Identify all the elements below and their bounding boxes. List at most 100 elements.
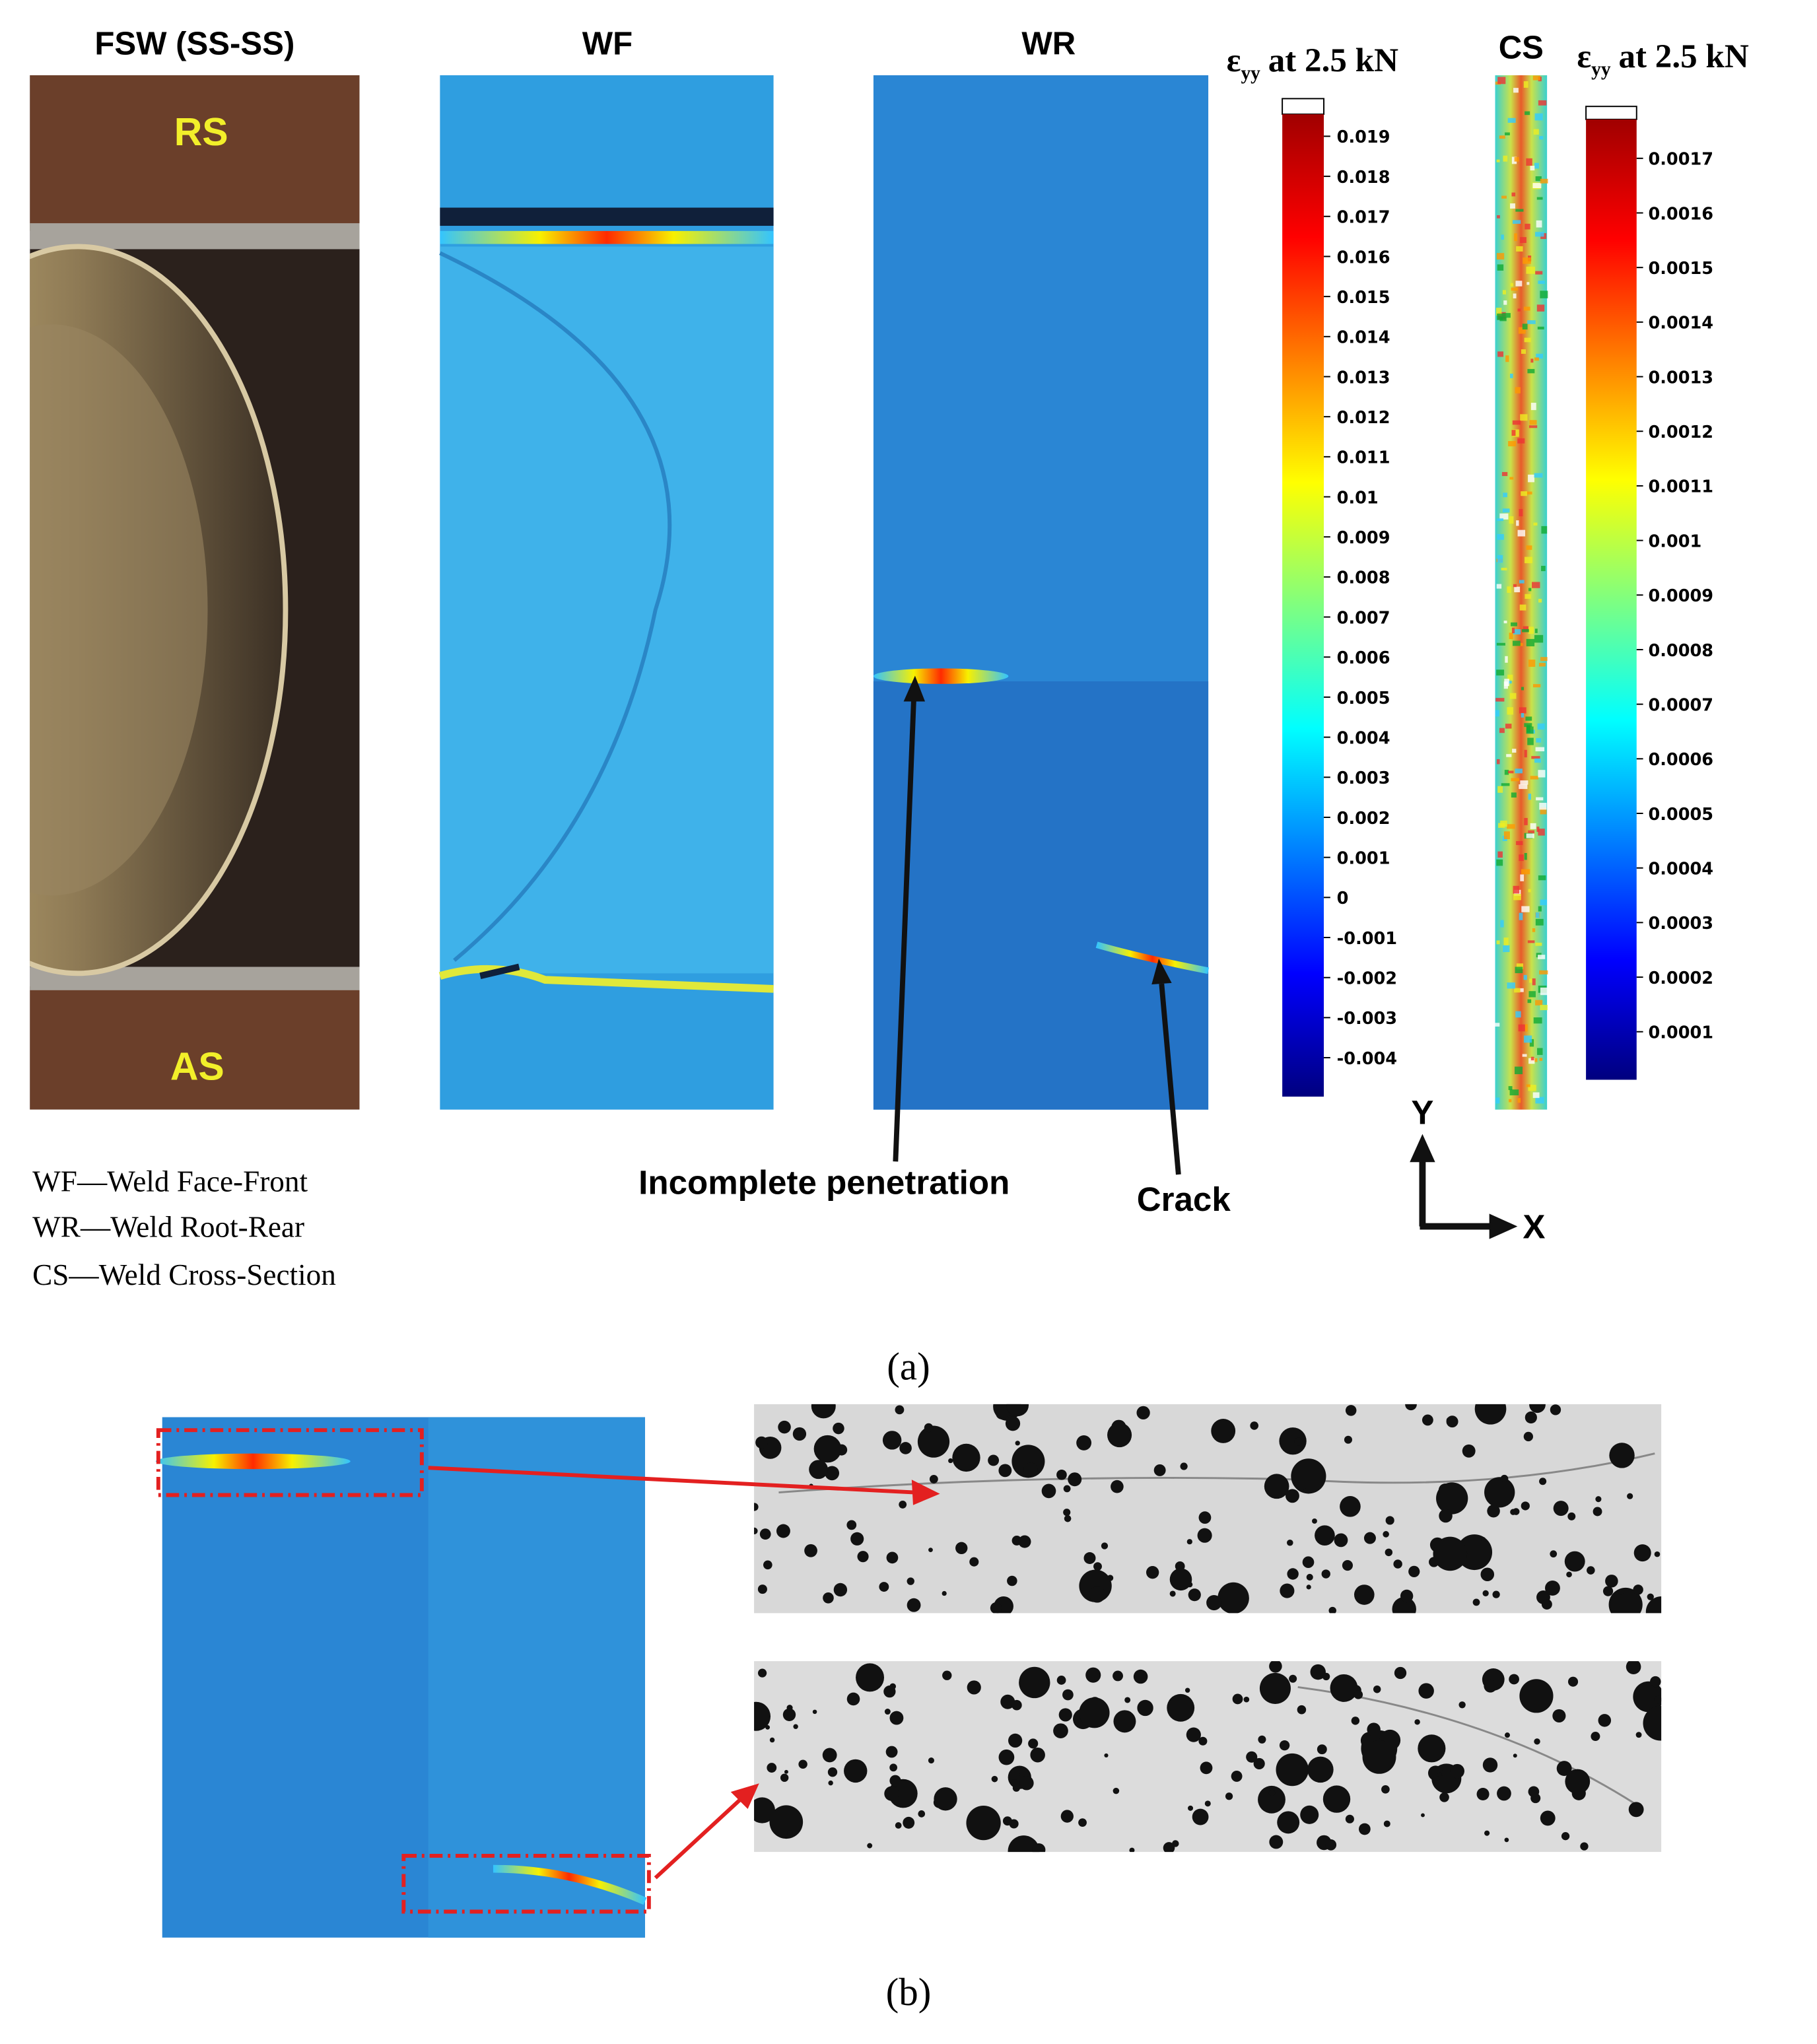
- texture-cell: [1509, 373, 1513, 378]
- texture-cell: [1502, 508, 1510, 513]
- tick-label: 0.019: [1337, 127, 1390, 147]
- speckle: [778, 1420, 791, 1434]
- texture-cell: [1525, 223, 1530, 230]
- texture-cell: [1532, 75, 1540, 81]
- symbol: ε: [1577, 38, 1591, 75]
- speckle: [1175, 1561, 1185, 1571]
- speckle: [1564, 1551, 1585, 1572]
- annotation: Crack: [1137, 1180, 1231, 1218]
- speckle: [884, 1709, 891, 1715]
- speckle: [1028, 1738, 1039, 1749]
- speckle: [1167, 1693, 1195, 1722]
- speckle: [1643, 1705, 1662, 1741]
- speckle: [1540, 1810, 1556, 1826]
- texture-cell: [1514, 988, 1521, 993]
- speckle: [844, 1759, 868, 1783]
- texture-cell: [1526, 282, 1530, 285]
- panel-title: WR: [1021, 26, 1076, 62]
- symbol: ε: [1227, 42, 1241, 79]
- tick-label: 0.0015: [1648, 259, 1713, 279]
- texture-cell: [1496, 642, 1505, 646]
- speckle: [1513, 1754, 1517, 1758]
- tick-label: 0.0004: [1648, 860, 1713, 879]
- subscript: yy: [1591, 59, 1611, 80]
- speckle: [1019, 1775, 1034, 1790]
- texture-cell: [1526, 725, 1530, 733]
- texture-cell: [1524, 723, 1532, 728]
- speckle: [1146, 1566, 1159, 1579]
- texture-cell: [1536, 827, 1540, 833]
- speckle: [1476, 1787, 1490, 1800]
- texture-cell: [1540, 178, 1548, 184]
- texture-cell: [1503, 621, 1507, 624]
- speckle: [1211, 1419, 1236, 1443]
- texture-cell: [1528, 830, 1535, 834]
- zoom-arrows: [428, 1466, 940, 1880]
- texture-cell: [1535, 176, 1542, 182]
- texture-cell: [1514, 156, 1519, 162]
- texture-cell: [1517, 308, 1521, 312]
- texture-cell: [1513, 629, 1521, 634]
- speckle: [1363, 1532, 1376, 1544]
- speckle: [846, 1692, 860, 1706]
- speckle: [1032, 1843, 1046, 1853]
- texture-cell: [1507, 118, 1516, 123]
- texture-cell: [1507, 674, 1513, 681]
- texture-cell: [1502, 290, 1507, 294]
- texture-cell: [1534, 758, 1541, 763]
- speckle: [996, 1407, 1008, 1419]
- speckle: [1400, 1589, 1414, 1603]
- texture-cell: [1513, 88, 1519, 93]
- texture-cell: [1526, 158, 1532, 166]
- speckle: [1633, 1544, 1651, 1562]
- texture-cell: [1496, 669, 1505, 676]
- texture-cell: [1527, 320, 1536, 324]
- speckle: [1279, 1740, 1290, 1751]
- texture-cell: [1511, 192, 1516, 197]
- speckle: [1609, 1443, 1635, 1468]
- speckle: [967, 1680, 981, 1695]
- tick-label: 0.017: [1337, 208, 1390, 228]
- texture-cell: [1538, 875, 1546, 881]
- texture-cell: [1536, 353, 1544, 359]
- texture-cell: [1509, 1099, 1512, 1103]
- speckle: [754, 1797, 776, 1823]
- speckle: [1556, 1761, 1572, 1777]
- speckle: [757, 1668, 767, 1678]
- texture-cell: [1517, 1098, 1521, 1103]
- speckle: [879, 1582, 889, 1592]
- speckle: [1198, 1511, 1212, 1524]
- speckle: [886, 1551, 899, 1564]
- speckle: [1654, 1551, 1661, 1557]
- texture-cell: [1512, 420, 1521, 425]
- speckle: [833, 1422, 844, 1435]
- texture-cell: [1523, 257, 1531, 264]
- texture-cell: [1538, 599, 1542, 603]
- texture-cell: [1497, 351, 1504, 357]
- texture-cell: [1531, 756, 1540, 759]
- texture-cell: [1541, 566, 1546, 572]
- tick-label: 0.011: [1337, 448, 1390, 468]
- speckle: [1645, 1596, 1662, 1614]
- tick-label: 0.008: [1337, 568, 1390, 588]
- texture-cell: [1539, 803, 1547, 810]
- speckle: [1405, 1404, 1417, 1411]
- texture-cell: [1507, 707, 1513, 715]
- texture-cell: [1525, 594, 1531, 599]
- speckle: [1186, 1727, 1201, 1742]
- texture-cell: [1496, 759, 1500, 765]
- speckle: [1504, 1837, 1509, 1843]
- speckle: [782, 1708, 796, 1721]
- texture-cell: [1496, 859, 1503, 866]
- speckle: [899, 1500, 907, 1509]
- texture-cell: [1529, 1039, 1534, 1047]
- texture-cell: [1508, 441, 1517, 447]
- speckle: [828, 1780, 833, 1786]
- speckle: [1362, 1740, 1396, 1774]
- speckle: [1567, 1512, 1576, 1520]
- texture-cell: [1497, 533, 1504, 540]
- speckle: [754, 1503, 759, 1511]
- speckle: [1111, 1480, 1124, 1493]
- texture-cell: [1530, 358, 1534, 363]
- speckle: [1188, 1805, 1194, 1811]
